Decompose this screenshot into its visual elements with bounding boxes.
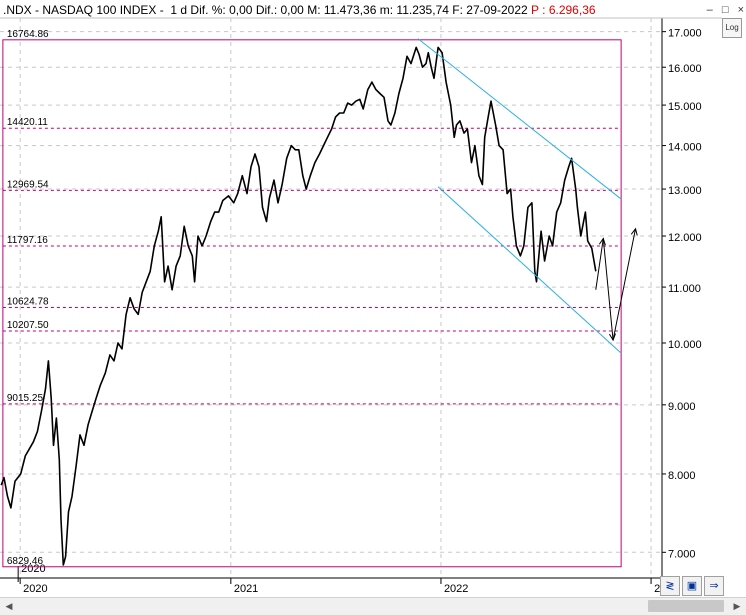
projection-segment [595, 238, 604, 290]
interval: 1 d [170, 3, 188, 17]
max-label: M: [307, 3, 321, 17]
quote-header: .NDX - NASDAQ 100 INDEX - 1 d Dif. %: 0,… [0, 0, 722, 20]
y-tick-label: 15.000 [668, 101, 702, 113]
maximize-button[interactable]: □ [721, 4, 729, 16]
window-controls: – □ × [701, 4, 744, 16]
date-label: F: [452, 3, 463, 17]
y-tick-label: 13.000 [668, 185, 702, 197]
range-box [2, 39, 622, 568]
y-tick-label: 8.000 [668, 470, 696, 482]
price-label: P : [531, 3, 546, 17]
y-tick-label: 10.000 [668, 339, 702, 351]
save-icon[interactable]: ▣ [682, 576, 702, 596]
dif-label: Dif.: [255, 3, 278, 17]
x-tick-label: 2022 [444, 583, 468, 595]
max-value: 11.473,36 [323, 3, 377, 17]
y-tick-label: 9.000 [668, 401, 696, 413]
scroll-thumb[interactable] [648, 600, 724, 612]
min-label: m: [379, 3, 394, 17]
zoom-icon[interactable]: ≷ [660, 576, 680, 596]
level-label: 12969.54 [7, 179, 49, 190]
y-tick-label: 16.000 [668, 63, 702, 75]
symbol-name: .NDX - NASDAQ 100 INDEX - [3, 3, 164, 17]
date-value: 27-09-2022 [466, 3, 528, 17]
close-button[interactable]: × [737, 4, 744, 16]
projection-segment [602, 238, 614, 341]
y-tick-label: 14.000 [668, 142, 702, 154]
minimize-button[interactable]: – [706, 4, 713, 16]
chart-toolbar: ≷ ▣ ⇒ [660, 576, 724, 596]
channel-line [437, 186, 622, 354]
min-value: 11.235,74 [396, 3, 449, 17]
price-value: 6.296,36 [548, 3, 596, 17]
forward-icon[interactable]: ⇒ [704, 576, 724, 596]
dif-pct-label: Dif. %: [190, 3, 226, 17]
scroll-right-arrow-icon[interactable]: ▶ [733, 601, 741, 611]
level-label: 14420.11 [7, 117, 48, 128]
level-label: 10207.50 [7, 320, 49, 331]
x-tick-label: 2020 [23, 583, 47, 595]
projection-arrowhead [630, 227, 638, 236]
horizontal-scrollbar[interactable]: ◀ ▶ [0, 597, 746, 615]
level-label: 11797.16 [7, 235, 48, 246]
dif-value: 0,00 [280, 3, 304, 17]
price-line [0, 46, 597, 566]
channel-line [417, 38, 622, 200]
y-tick-label: 11.000 [668, 283, 701, 295]
scroll-left-arrow-icon[interactable]: ◀ [5, 601, 13, 611]
dif-pct-value: 0,00 [229, 3, 253, 17]
level-label: 9015.25 [7, 393, 44, 404]
y-tick-label: 7.000 [668, 548, 696, 560]
log-scale-toggle[interactable]: Log [722, 18, 742, 38]
projection-segment [612, 228, 637, 341]
level-label: 16764.86 [7, 29, 49, 40]
y-tick-label: 12.000 [668, 232, 702, 244]
level-label: 10624.78 [7, 296, 49, 307]
level-label: 6829.46 [7, 556, 44, 567]
y-tick-label: 17.000 [668, 28, 702, 40]
corner-year-label: 2020 [21, 563, 45, 575]
x-tick-label: 2021 [234, 583, 258, 595]
